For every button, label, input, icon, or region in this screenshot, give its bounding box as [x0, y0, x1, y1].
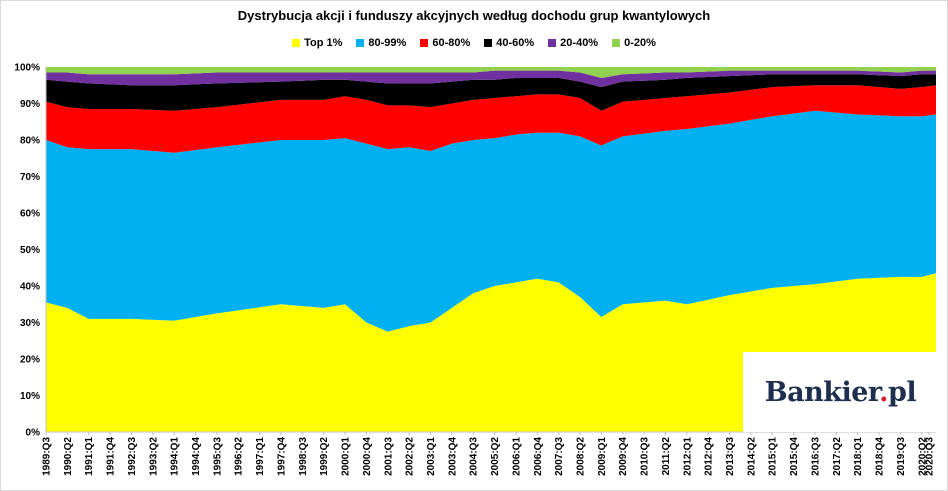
chart-title: Dystrybucja akcji i funduszy akcyjnych w…	[237, 8, 711, 23]
x-tick-label: 2018:Q1	[853, 437, 864, 476]
legend-swatch	[484, 39, 493, 47]
legend-label: 60-80%	[432, 37, 471, 49]
x-tick-label: 1996:Q2	[234, 437, 245, 476]
legend-swatch	[612, 39, 621, 47]
legend-label: Top 1%	[304, 37, 343, 49]
plot-area	[46, 67, 936, 432]
x-tick-label: 2003:Q1	[426, 437, 437, 476]
legend-item-top-1: Top 1%	[292, 37, 342, 49]
legend-item-0-20: 0-20%	[612, 37, 656, 49]
y-tick-label: 100%	[14, 63, 40, 74]
x-tick-label: 2017:Q2	[832, 437, 843, 476]
y-tick-label: 30%	[20, 318, 40, 329]
x-tick-label: 2015:Q4	[789, 437, 800, 476]
legend-item-60-80: 60-80%	[420, 37, 470, 49]
legend-label: 20-40%	[560, 37, 599, 49]
y-tick-label: 60%	[20, 209, 40, 220]
x-tick-label: 2016:Q3	[810, 437, 821, 476]
axes: 0% 10% 20% 30% 40% 50% 60% 70% 80% 90% 100% 1989:Q3…	[14, 63, 936, 476]
x-tick-label: 2020:Q3	[924, 437, 935, 476]
x-tick-label: 2007:Q3	[554, 437, 565, 476]
x-tick-label: 2008:Q2	[576, 437, 587, 476]
legend-item-40-60: 40-60%	[484, 37, 534, 49]
x-tick-label: 2005:Q2	[490, 437, 501, 476]
x-tick-label: 2012:Q4	[704, 437, 715, 476]
area-40-60	[46, 74, 936, 111]
x-tick-label: 2006:Q4	[533, 437, 544, 476]
chart-legend: Top 1% 80-99% 60-80% 40-60% 20-40% 0-20%	[0, 37, 948, 49]
x-tick-label: 2000:Q1	[341, 437, 352, 476]
x-tick-label: 2006:Q1	[511, 437, 522, 476]
area-20-40	[46, 70, 936, 88]
legend-label: 80-99%	[368, 37, 407, 49]
logo-suffix: pl	[888, 376, 917, 408]
x-tick-label: 2011:Q2	[661, 437, 672, 476]
x-tick-label: 1997:Q1	[255, 437, 266, 476]
legend-swatch	[420, 39, 429, 47]
legend-swatch	[356, 39, 365, 47]
x-tick-label: 1994:Q4	[191, 437, 202, 476]
y-tick-label: 80%	[20, 136, 40, 147]
x-tick-label: 1992:Q3	[127, 437, 138, 476]
y-tick-label: 40%	[20, 282, 40, 293]
x-tick-label: 1989:Q3	[42, 437, 53, 476]
legend-label: 40-60%	[496, 37, 535, 49]
legend-item-20-40: 20-40%	[548, 37, 598, 49]
x-tick-label: 2002:Q2	[405, 437, 416, 476]
x-tick-label: 2013:Q3	[725, 437, 736, 476]
x-tick-label: 2019:Q3	[896, 437, 907, 476]
logo-dot: .	[879, 376, 889, 408]
logo-brand: Bankier	[764, 376, 880, 408]
x-tick-label: 2010:Q3	[640, 437, 651, 476]
x-tick-label: 1994:Q1	[170, 437, 181, 476]
y-tick-label: 10%	[20, 391, 40, 402]
x-tick-label: 1995:Q3	[212, 437, 223, 476]
x-tick-label: 2014:Q2	[746, 437, 757, 476]
legend-swatch	[548, 39, 557, 47]
x-tick-label: 1991:Q1	[84, 437, 95, 476]
x-tick-label: 2000:Q4	[362, 437, 373, 476]
x-tick-label: 2003:Q4	[447, 437, 458, 476]
y-tick-label: 90%	[20, 99, 40, 110]
area-80-99	[46, 110, 936, 332]
y-tick-label: 70%	[20, 172, 40, 183]
y-tick-label: 50%	[20, 245, 40, 256]
legend-swatch	[292, 39, 301, 47]
x-tick-label: 1997:Q4	[276, 437, 287, 476]
y-tick-label: 20%	[20, 355, 40, 366]
x-tick-label: 2020:Q2	[917, 437, 928, 476]
area-60-80	[46, 85, 936, 153]
x-tick-label: 2001:Q3	[383, 437, 394, 476]
area-0-20	[46, 67, 936, 78]
x-tick-label: 1993:Q2	[148, 437, 159, 476]
x-tick-label: 1991:Q4	[106, 437, 117, 476]
x-tick-label: 2015:Q1	[768, 437, 779, 476]
x-tick-label: 2009:Q4	[618, 437, 629, 476]
bankier-logo: Bankier.pl	[743, 352, 938, 432]
y-tick-label: 0%	[26, 428, 41, 439]
x-tick-label: 2009:Q1	[597, 437, 608, 476]
x-tick-label: 2004:Q3	[469, 437, 480, 476]
x-tick-label: 2012:Q1	[682, 437, 693, 476]
legend-item-80-99: 80-99%	[356, 37, 406, 49]
legend-label: 0-20%	[624, 37, 656, 49]
x-tick-label: 1990:Q2	[63, 437, 74, 476]
x-tick-label: 1999:Q2	[319, 437, 330, 476]
x-tick-label: 2018:Q4	[875, 437, 886, 476]
area-top-1	[46, 273, 936, 432]
x-tick-label: 1998:Q3	[298, 437, 309, 476]
